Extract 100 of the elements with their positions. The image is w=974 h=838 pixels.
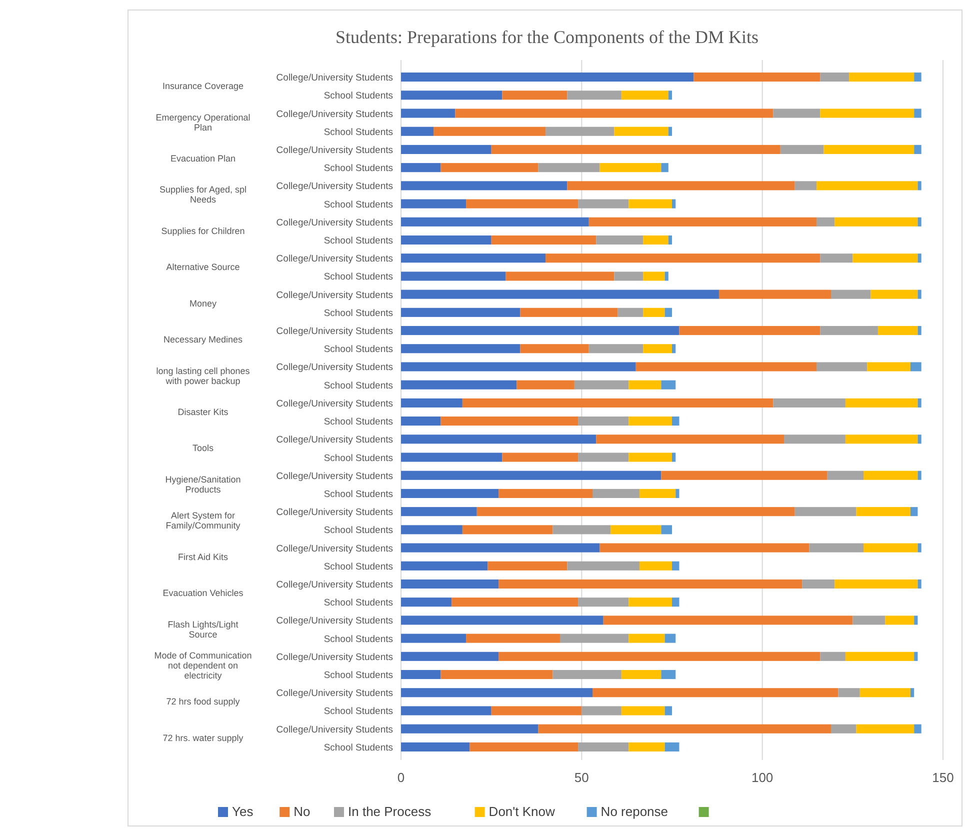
bar — [401, 235, 492, 245]
legend-label: Don't Know — [488, 804, 556, 819]
bar — [401, 90, 502, 100]
bar — [794, 181, 817, 190]
legend-label: Yes — [232, 804, 254, 819]
bar — [827, 470, 864, 480]
bar — [600, 543, 810, 552]
bar — [914, 108, 922, 118]
bar — [466, 634, 560, 643]
bar — [592, 688, 838, 698]
y-tick-label: College/University Students — [276, 543, 394, 554]
bar — [661, 670, 676, 680]
bar — [491, 235, 596, 245]
y-tick-label: College/University Students — [276, 254, 394, 265]
bar — [401, 380, 517, 390]
bar — [498, 488, 593, 498]
y-tick-label: College/University Students — [276, 470, 394, 482]
bar — [914, 72, 922, 82]
bar — [628, 742, 665, 752]
bar — [578, 452, 629, 462]
legend-label: No — [294, 804, 310, 819]
bar — [672, 416, 680, 426]
text: Insurance Coverage — [162, 81, 244, 92]
bar — [618, 308, 644, 317]
bar — [679, 326, 820, 336]
y-tick-label: College/University Students — [276, 326, 394, 338]
text: Emergency Operational Plan — [156, 112, 250, 132]
bar — [661, 163, 668, 172]
bar — [816, 217, 835, 226]
bar — [845, 652, 914, 661]
bar — [918, 217, 922, 226]
bar — [552, 670, 622, 680]
bar — [914, 652, 918, 661]
bar — [401, 290, 719, 299]
bar — [401, 652, 499, 661]
bar — [834, 579, 918, 589]
bar — [643, 235, 668, 245]
bar — [809, 543, 864, 552]
x-tick-label: 100 — [751, 770, 774, 785]
y-tick-label: School Students — [324, 126, 394, 138]
bar — [491, 144, 780, 154]
bar — [401, 108, 456, 118]
bar — [918, 543, 922, 552]
bar — [621, 706, 665, 716]
bar — [780, 144, 824, 154]
y-tick-label: School Students — [324, 380, 394, 392]
bar — [885, 616, 914, 625]
bar — [918, 579, 922, 589]
y-tick-label: School Students — [324, 488, 394, 500]
text: Money — [189, 298, 218, 308]
text: Evacuation Plan — [170, 154, 236, 164]
bar — [401, 344, 520, 354]
y-tick-label: School Students — [324, 236, 394, 246]
bar — [401, 724, 538, 734]
y-tick-label: School Students — [324, 561, 394, 572]
bar — [596, 434, 784, 444]
bar — [636, 362, 817, 372]
bar — [401, 488, 499, 498]
y-tick-label: College/University Students — [276, 290, 394, 301]
bar — [878, 326, 918, 336]
bar — [628, 598, 672, 607]
bar — [401, 598, 452, 607]
bar — [401, 326, 680, 336]
bar — [849, 72, 914, 82]
bar — [918, 254, 922, 263]
bar — [401, 525, 462, 534]
bar — [628, 199, 672, 208]
bar — [498, 652, 820, 661]
y-tick-label: College/University Students — [276, 652, 394, 663]
bar — [614, 126, 668, 136]
bar — [498, 579, 802, 589]
text: Necessary Medines — [163, 334, 244, 345]
y-tick-label: School Students — [324, 90, 394, 102]
bar — [560, 634, 629, 643]
bar — [621, 90, 668, 100]
bar — [918, 398, 922, 408]
bar — [470, 742, 578, 752]
bar — [820, 326, 878, 336]
bar — [845, 398, 918, 408]
bar — [466, 199, 578, 208]
y-tick-label: College/University Students — [276, 724, 394, 736]
bar — [401, 452, 502, 462]
bar — [401, 561, 488, 570]
bar — [661, 525, 672, 534]
bar — [401, 416, 441, 426]
chart-title: Students: Preparations for the Components of the DM Kits — [336, 27, 758, 47]
bar — [816, 362, 868, 372]
text: Supplies for Aged, spl Needs — [159, 184, 247, 205]
y-tick-label: College/University Students — [276, 616, 394, 627]
x-tick-label: 150 — [932, 770, 954, 785]
bar — [401, 742, 470, 752]
bar — [440, 163, 538, 172]
bar — [820, 652, 846, 661]
bar — [462, 525, 553, 534]
bar — [830, 724, 856, 734]
bar — [401, 543, 600, 552]
y-tick-label: School Students — [324, 308, 394, 319]
bar — [401, 181, 568, 190]
bar — [628, 380, 662, 390]
bar — [578, 416, 629, 426]
